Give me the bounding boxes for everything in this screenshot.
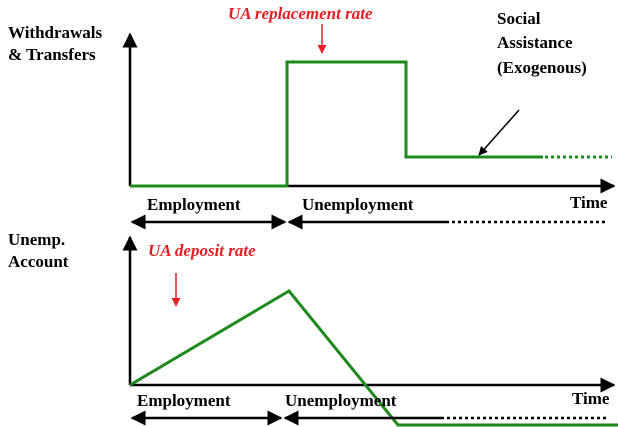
phase-label: Unemployment bbox=[302, 195, 414, 214]
callout: Assistance bbox=[497, 33, 573, 52]
y-label: Unemp. bbox=[8, 230, 65, 249]
benefit-line bbox=[130, 60, 543, 188]
callout: (Exogenous) bbox=[497, 58, 587, 77]
callout-arrow bbox=[478, 109, 520, 156]
annotation: UA replacement rate bbox=[228, 4, 373, 23]
y-label: Withdrawals bbox=[8, 23, 103, 42]
phase-label: Unemployment bbox=[285, 391, 397, 410]
time-label: Time bbox=[570, 193, 608, 212]
annotation: UA deposit rate bbox=[148, 241, 256, 260]
time-label: Time bbox=[572, 389, 610, 408]
y-label: Account bbox=[8, 252, 69, 271]
phase-label: Employment bbox=[137, 391, 231, 410]
y-label: & Transfers bbox=[8, 45, 96, 64]
phase-label: Employment bbox=[147, 195, 241, 214]
callout: Social bbox=[497, 9, 541, 28]
account-line bbox=[129, 289, 618, 427]
